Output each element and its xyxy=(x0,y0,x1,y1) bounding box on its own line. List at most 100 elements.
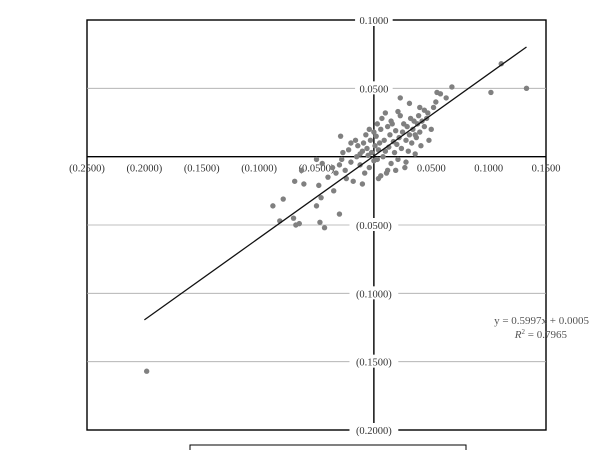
data-point xyxy=(350,178,356,184)
data-point xyxy=(367,137,374,143)
data-point xyxy=(319,160,325,167)
trendline-equation: y = 0.5997x + 0.0005 xyxy=(494,315,589,327)
data-point xyxy=(409,140,415,146)
data-point xyxy=(376,140,383,146)
data-point xyxy=(382,110,389,116)
data-point xyxy=(398,145,405,152)
data-point xyxy=(395,108,401,115)
data-point xyxy=(355,143,361,149)
data-point xyxy=(364,145,370,152)
data-point xyxy=(382,148,389,154)
x-tick-label: (0.2500) xyxy=(69,164,105,175)
data-point xyxy=(381,137,387,143)
y-tick-label: (0.1500) xyxy=(356,358,392,369)
data-point xyxy=(371,129,377,135)
data-point xyxy=(403,159,409,165)
data-point xyxy=(363,132,369,138)
data-point xyxy=(394,141,400,148)
data-point xyxy=(318,194,324,201)
data-point xyxy=(345,147,352,153)
data-point xyxy=(352,137,359,143)
data-point xyxy=(333,170,339,176)
data-point xyxy=(366,126,372,133)
data-point xyxy=(395,156,401,163)
data-point xyxy=(366,164,372,171)
data-point xyxy=(313,203,320,209)
data-point xyxy=(410,126,416,133)
data-point xyxy=(270,203,276,209)
data-point xyxy=(317,219,323,225)
data-point xyxy=(449,84,455,90)
data-point xyxy=(412,132,418,138)
data-point xyxy=(421,123,428,130)
y-tick-label: (0.0500) xyxy=(356,221,392,232)
data-point xyxy=(342,167,348,174)
y-tick-label-bg xyxy=(349,423,399,436)
data-point xyxy=(374,156,381,163)
x-tick-label: (0.1000) xyxy=(241,164,277,175)
data-point xyxy=(298,167,305,174)
data-point xyxy=(296,220,302,227)
y-tick-label: 0.1000 xyxy=(359,16,388,27)
data-point xyxy=(357,151,363,157)
data-point xyxy=(339,156,345,163)
y-tick-label: 0.0500 xyxy=(359,84,388,95)
x-tick-label: 0.1000 xyxy=(474,164,503,175)
data-point xyxy=(405,148,411,154)
data-point xyxy=(291,178,298,184)
data-point xyxy=(290,215,297,221)
data-point xyxy=(392,128,399,134)
data-point xyxy=(143,368,150,374)
legend-box xyxy=(189,444,467,450)
data-point xyxy=(361,170,368,176)
y-tick-label-bg xyxy=(355,13,393,26)
data-point xyxy=(368,149,375,156)
data-point xyxy=(360,140,367,146)
data-point xyxy=(372,143,378,149)
data-point xyxy=(404,123,410,130)
data-point xyxy=(331,188,337,194)
data-point xyxy=(406,132,413,138)
data-point xyxy=(336,162,343,168)
data-point xyxy=(392,167,399,174)
data-point xyxy=(417,104,423,111)
data-point xyxy=(375,175,382,182)
data-point xyxy=(523,85,530,92)
data-point xyxy=(313,156,320,163)
data-point xyxy=(397,112,403,119)
y-tick-label-bg xyxy=(349,354,399,368)
data-point xyxy=(378,126,384,133)
data-point xyxy=(412,151,418,157)
data-point xyxy=(374,121,381,127)
data-point xyxy=(443,95,449,101)
data-point xyxy=(348,159,354,165)
data-point xyxy=(388,118,394,124)
y-tick-label-bg xyxy=(349,286,399,300)
data-point xyxy=(488,89,494,96)
data-point xyxy=(321,225,328,231)
data-point xyxy=(397,95,403,101)
data-point xyxy=(417,129,423,135)
data-point xyxy=(336,211,343,217)
data-point xyxy=(498,61,504,67)
x-tick-label: (0.1500) xyxy=(184,164,220,175)
y-tick-label-bg xyxy=(355,81,393,95)
data-point xyxy=(433,99,439,105)
data-point xyxy=(316,182,322,189)
data-point xyxy=(379,115,385,122)
data-point xyxy=(428,126,434,133)
x-tick-label: 0.0500 xyxy=(417,164,446,175)
data-point xyxy=(391,149,398,156)
x-tick-label: (0.0500) xyxy=(299,164,335,175)
data-point xyxy=(403,137,409,143)
data-point xyxy=(337,133,344,139)
data-point xyxy=(340,149,346,156)
data-point xyxy=(384,167,391,174)
y-tick-label: (0.1000) xyxy=(356,289,392,300)
data-point xyxy=(425,110,431,116)
data-point xyxy=(399,129,406,135)
data-point xyxy=(387,132,393,138)
y-tick-label-bg xyxy=(349,218,399,231)
x-tick-label: (0.2000) xyxy=(126,164,162,175)
